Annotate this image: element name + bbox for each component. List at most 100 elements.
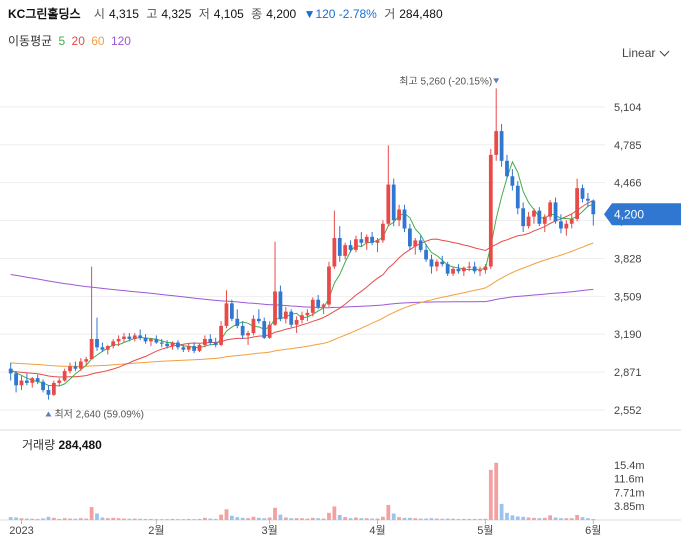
candle-body bbox=[483, 266, 488, 271]
candle-body bbox=[30, 378, 35, 383]
volume-bar bbox=[505, 512, 509, 520]
candle-body bbox=[300, 315, 304, 320]
candle-body bbox=[515, 185, 520, 209]
candle-body bbox=[235, 318, 240, 326]
volume-bar bbox=[219, 514, 223, 520]
volume-label: 거 bbox=[384, 7, 396, 21]
volume-bar bbox=[542, 517, 547, 520]
volume-bar bbox=[154, 519, 159, 520]
volume-bar bbox=[51, 517, 56, 520]
volume-bar bbox=[451, 518, 455, 520]
candle-body bbox=[364, 236, 369, 243]
x-tick-label: 3월 bbox=[262, 524, 278, 535]
volume-bar bbox=[391, 513, 396, 520]
candle-body bbox=[526, 216, 531, 227]
candle-body bbox=[159, 342, 164, 344]
candle-body bbox=[251, 318, 256, 334]
volume-bar bbox=[348, 518, 353, 520]
volume-bar bbox=[46, 516, 51, 520]
ma60-legend: 60 bbox=[91, 34, 105, 48]
candle-body bbox=[408, 228, 412, 247]
candle-body bbox=[521, 208, 526, 227]
ma5-line bbox=[10, 160, 594, 387]
candle-body bbox=[122, 336, 126, 339]
volume-bar bbox=[89, 507, 94, 520]
volume-bar bbox=[569, 518, 574, 520]
volume-bar bbox=[397, 517, 401, 520]
candle-body bbox=[95, 338, 99, 348]
volume-bar bbox=[515, 516, 520, 520]
stock-name: KC그린홀딩스 bbox=[8, 7, 81, 21]
volume-bar bbox=[19, 518, 24, 520]
change-value: ▼120 -2.78% bbox=[303, 7, 377, 21]
volume-bar bbox=[138, 518, 143, 520]
scale-selector-label: Linear bbox=[622, 46, 656, 60]
candle-body bbox=[575, 188, 580, 220]
volume-bar bbox=[548, 515, 553, 520]
volume-bar bbox=[213, 518, 218, 520]
candle-body bbox=[494, 131, 499, 155]
volume-bar bbox=[57, 518, 62, 520]
volume-bar bbox=[499, 503, 504, 520]
volume-bar bbox=[424, 518, 428, 520]
candle-body bbox=[170, 342, 175, 347]
candle-body bbox=[19, 380, 24, 386]
candle-body bbox=[386, 184, 391, 224]
candle-body bbox=[327, 266, 331, 305]
candle-body bbox=[132, 335, 137, 339]
volume-bar bbox=[321, 518, 326, 520]
x-tick-label: 4월 bbox=[369, 524, 385, 535]
candle-body bbox=[197, 344, 202, 351]
volume-bar bbox=[127, 518, 132, 520]
scale-selector[interactable]: Linear bbox=[622, 46, 670, 60]
candle-body bbox=[348, 245, 353, 250]
volume-bar bbox=[364, 518, 369, 520]
volume-tick-label: 11.6m bbox=[614, 473, 644, 485]
volume-bar bbox=[41, 518, 45, 520]
volume-bar bbox=[111, 517, 116, 520]
candle-body bbox=[337, 238, 342, 256]
current-price-tag bbox=[604, 203, 681, 226]
volume-bar bbox=[418, 518, 423, 520]
volume-bar bbox=[84, 518, 89, 520]
volume-bar bbox=[267, 517, 272, 520]
candle-body bbox=[359, 239, 364, 243]
volume-bar bbox=[408, 517, 412, 520]
candle-body bbox=[224, 303, 229, 326]
price-header: KC그린홀딩스 시 4,315 고 4,325 저 4,105 종 4,200 ▼120… bbox=[8, 5, 447, 23]
volume-bar bbox=[149, 518, 153, 520]
volume-bar bbox=[332, 506, 337, 520]
candle-body bbox=[100, 347, 105, 350]
candle-body bbox=[472, 266, 477, 272]
candle-body bbox=[78, 361, 83, 369]
candle-body bbox=[548, 202, 553, 217]
volume-bar bbox=[591, 518, 596, 520]
volume-bar bbox=[440, 518, 445, 520]
volume-bar bbox=[208, 518, 213, 520]
volume-bar bbox=[62, 518, 67, 520]
candle-body bbox=[510, 176, 515, 186]
volume-bar bbox=[192, 519, 196, 520]
volume-bar bbox=[402, 517, 407, 520]
y-tick-label: 2,871 bbox=[614, 367, 642, 379]
candle-body bbox=[186, 346, 191, 350]
volume-tick-label: 3.85m bbox=[614, 501, 645, 513]
candle-body bbox=[213, 342, 218, 345]
candle-body bbox=[505, 160, 509, 177]
volume-bar bbox=[95, 513, 99, 520]
candle-body bbox=[68, 366, 72, 372]
candle-body bbox=[305, 312, 310, 316]
candle-body bbox=[165, 343, 170, 347]
candle-body bbox=[143, 337, 148, 342]
volume-bar bbox=[316, 518, 321, 520]
max-price-annotation: 최고 5,260 (-20.15%) bbox=[399, 75, 492, 87]
volume-bar bbox=[105, 518, 110, 520]
volume-bar bbox=[337, 514, 342, 520]
candle-body bbox=[219, 325, 223, 345]
candle-body bbox=[488, 154, 493, 267]
candle-body bbox=[138, 335, 143, 338]
candle-body bbox=[273, 291, 277, 325]
candle-body bbox=[391, 184, 396, 221]
volume-bar bbox=[240, 517, 245, 520]
